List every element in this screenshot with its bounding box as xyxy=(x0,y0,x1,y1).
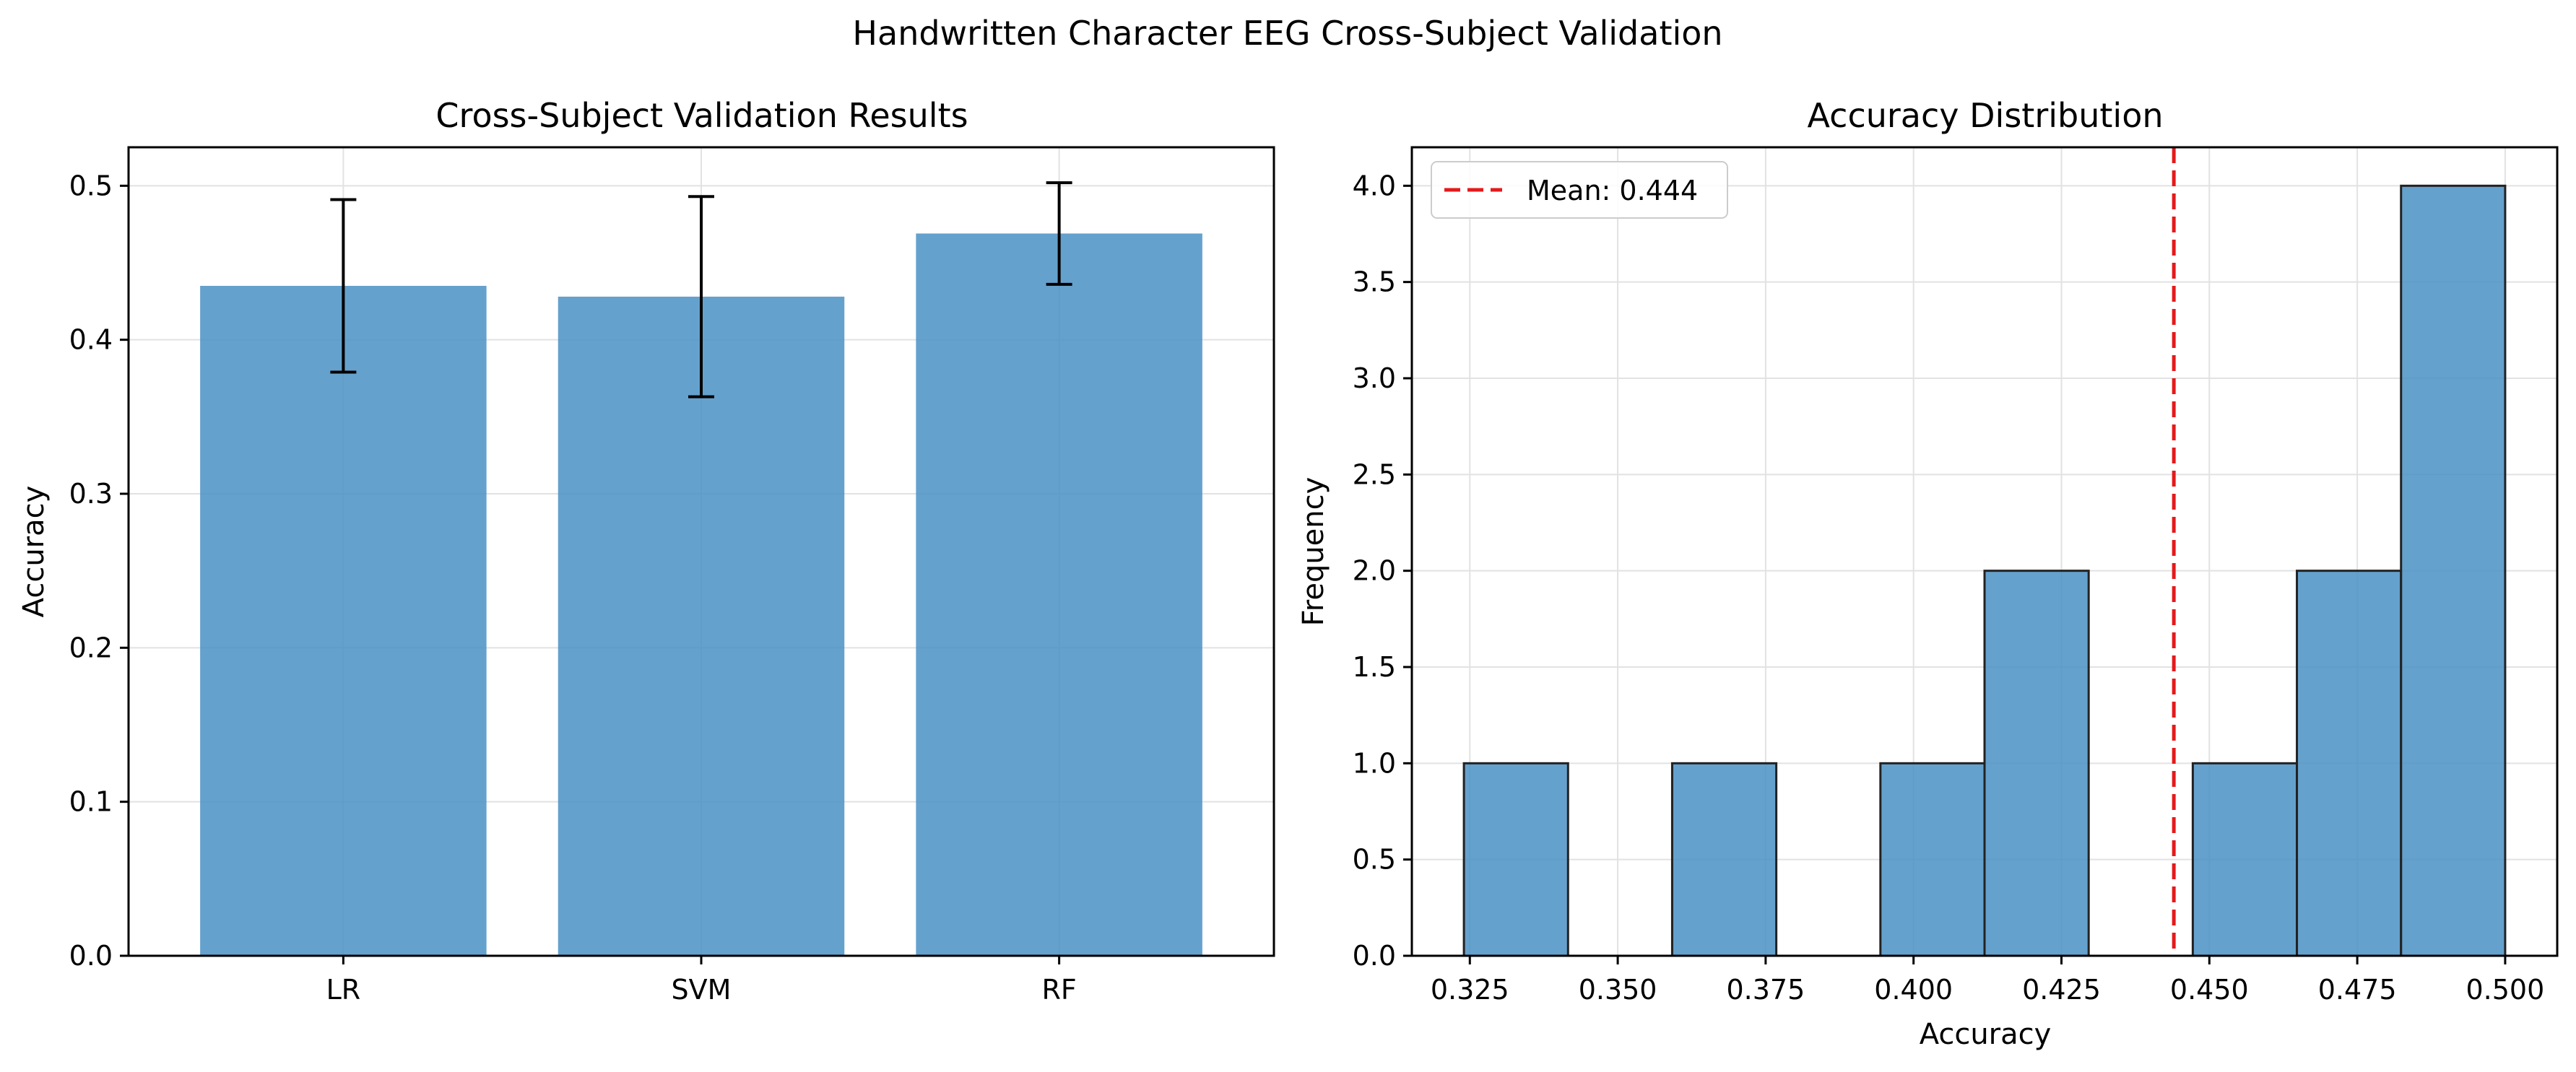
bar-chart-bars xyxy=(200,233,1202,956)
x-tick-label: 0.500 xyxy=(2466,974,2545,1006)
y-tick-label: 0.3 xyxy=(69,478,113,510)
x-tick-label: 0.400 xyxy=(1874,974,1953,1006)
y-tick-label: 3.5 xyxy=(1353,266,1396,298)
legend-box xyxy=(1431,161,1728,219)
y-tick-label: 0.4 xyxy=(69,324,113,356)
bar-chart-title: Cross-Subject Validation Results xyxy=(435,96,968,135)
bar xyxy=(200,286,487,956)
histogram-bar xyxy=(1879,762,1986,957)
y-tick-label: 0.2 xyxy=(69,632,113,663)
bar-chart-x-ticks: LR SVM RF xyxy=(326,956,1077,1006)
y-tick-label: 0.1 xyxy=(69,786,113,818)
x-tick-label: 0.475 xyxy=(2318,974,2397,1006)
x-tick-label: 0.375 xyxy=(1726,974,1805,1006)
histogram-frame xyxy=(1410,146,2559,957)
x-tick-label: SVM xyxy=(672,974,732,1006)
histogram-bar xyxy=(2191,762,2299,957)
x-tick-label: 0.325 xyxy=(1431,974,1509,1006)
x-tick-label: 0.350 xyxy=(1579,974,1657,1006)
y-tick-label: 1.0 xyxy=(1353,747,1396,779)
histogram-panel: Accuracy Distribution 0.0 0.5 1.0 1.5 2.0 2.5… xyxy=(1297,96,2559,1051)
x-tick-label: LR xyxy=(326,974,361,1006)
histogram-y-ticks: 0.0 0.5 1.0 1.5 2.0 2.5 3.0 3.5 4.0 xyxy=(1353,170,1412,972)
bar-chart-error-bars xyxy=(330,181,1072,398)
y-tick-label: 4.0 xyxy=(1353,170,1396,201)
y-tick-label: 0.0 xyxy=(1353,940,1396,972)
histogram-bar xyxy=(1983,570,2090,957)
histogram-x-ticks: 0.325 0.350 0.375 0.400 0.425 0.450 0.475 0.500 xyxy=(1431,956,2544,1006)
histogram-bar xyxy=(1462,762,1569,957)
figure-title: Handwritten Character EEG Cross-Subject … xyxy=(852,14,1722,53)
histogram-y-axis-label: Frequency xyxy=(1297,477,1330,627)
x-tick-label: 0.450 xyxy=(2170,974,2249,1006)
histogram-title: Accuracy Distribution xyxy=(1808,96,2164,135)
bar xyxy=(558,296,845,956)
histogram-bar xyxy=(2296,570,2403,957)
histogram-bar xyxy=(2400,184,2507,957)
histogram-bar xyxy=(1670,762,1778,957)
bar xyxy=(916,233,1202,956)
y-tick-label: 3.0 xyxy=(1353,362,1396,394)
histogram-x-axis-label: Accuracy xyxy=(1920,1018,2052,1051)
y-tick-label: 0.5 xyxy=(1353,844,1396,876)
bar-chart-y-axis-label: Accuracy xyxy=(17,486,51,618)
y-tick-label: 2.0 xyxy=(1353,555,1396,587)
bar-chart-y-ticks: 0.0 0.1 0.2 0.3 0.4 0.5 xyxy=(69,170,129,972)
y-tick-label: 1.5 xyxy=(1353,651,1396,683)
x-tick-label: RF xyxy=(1041,974,1076,1006)
y-tick-label: 2.5 xyxy=(1353,458,1396,490)
bar-chart-panel: Cross-Subject Validation Results 0.00.10… xyxy=(17,96,1275,1006)
histogram-legend: Mean: 0.444 xyxy=(1431,161,1728,219)
legend-mean-label: Mean: 0.444 xyxy=(1527,175,1698,206)
y-tick-label: 0.5 xyxy=(69,170,113,201)
x-tick-label: 0.425 xyxy=(2022,974,2101,1006)
y-tick-label: 0.0 xyxy=(69,940,113,972)
